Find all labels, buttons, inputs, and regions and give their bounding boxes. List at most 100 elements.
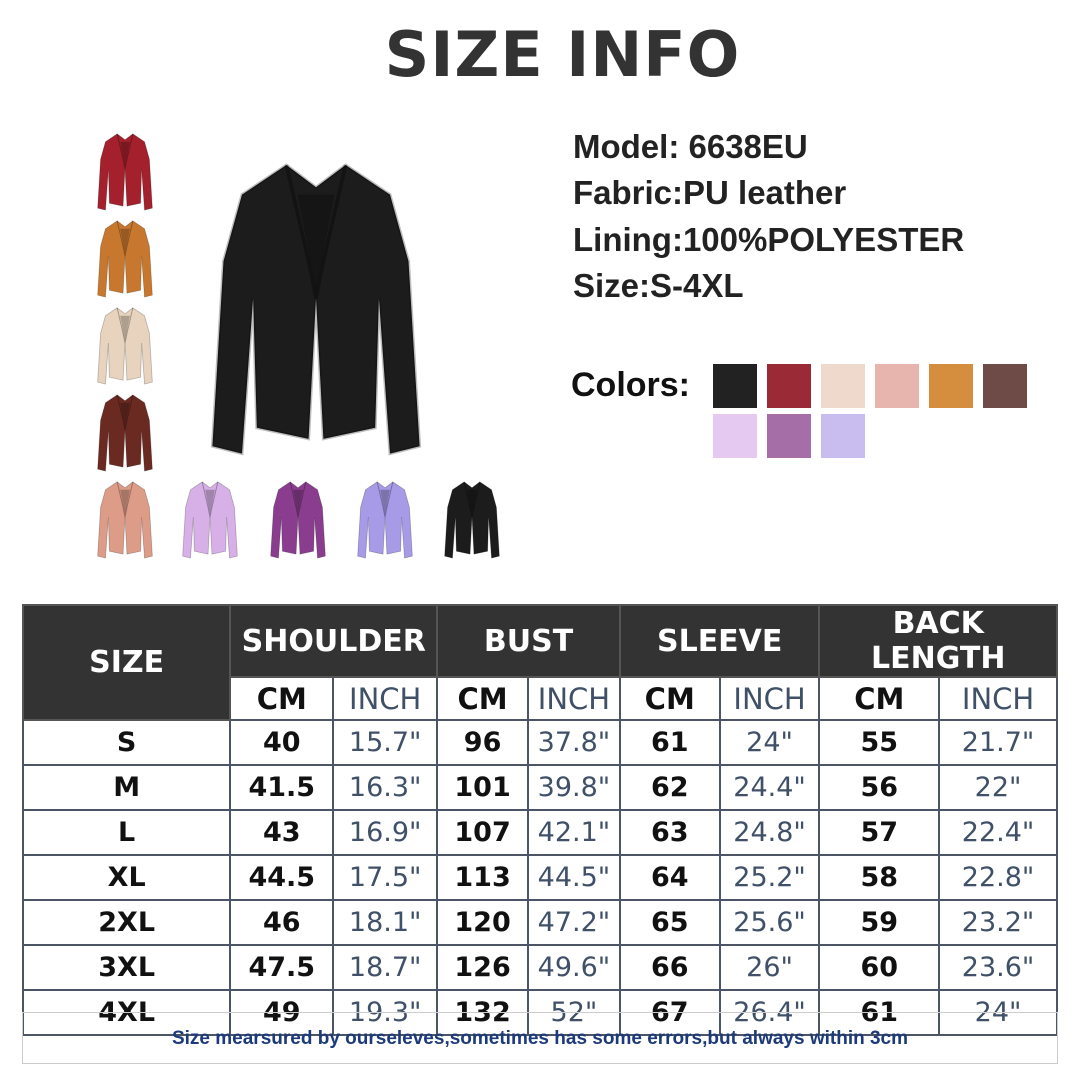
unit-inch: INCH bbox=[718, 676, 821, 721]
main-jacket-image bbox=[210, 163, 422, 456]
unit-cm: CM bbox=[818, 676, 941, 721]
value-cell: 16.9" bbox=[332, 809, 439, 856]
value-cell: 15.7" bbox=[332, 719, 439, 766]
color-swatch bbox=[983, 364, 1027, 408]
jacket-thumbnail bbox=[270, 481, 326, 559]
value-cell: 126 bbox=[436, 944, 529, 991]
value-cell: 65 bbox=[618, 899, 721, 946]
value-cell: 24.4" bbox=[718, 764, 821, 811]
size-cell: 2XL bbox=[21, 899, 232, 946]
value-cell: 25.6" bbox=[718, 899, 821, 946]
table-row: L 43 16.9" 107 42.1" 63 24.8" 57 22.4" bbox=[21, 809, 1058, 856]
color-swatch bbox=[767, 414, 811, 458]
jacket-thumbnail bbox=[97, 220, 153, 298]
value-cell: 59 bbox=[818, 899, 941, 946]
value-cell: 63 bbox=[618, 809, 721, 856]
value-cell: 66 bbox=[618, 944, 721, 991]
size-table: SIZE SHOULDER BUST SLEEVE BACK LENGTH CM INCH C… bbox=[21, 604, 1058, 1036]
size-cell: S bbox=[21, 719, 232, 766]
value-cell: 49.6" bbox=[526, 944, 621, 991]
value-cell: 46 bbox=[229, 899, 335, 946]
value-cell: 23.6" bbox=[938, 944, 1058, 991]
color-swatch bbox=[929, 364, 973, 408]
value-cell: 60 bbox=[818, 944, 941, 991]
value-cell: 25.2" bbox=[718, 854, 821, 901]
size-cell: XL bbox=[21, 854, 232, 901]
lining-text: Lining:100%POLYESTER bbox=[573, 221, 965, 258]
value-cell: 58 bbox=[818, 854, 941, 901]
value-cell: 47.2" bbox=[526, 899, 621, 946]
value-cell: 120 bbox=[436, 899, 529, 946]
unit-cm: CM bbox=[618, 676, 721, 721]
value-cell: 18.1" bbox=[332, 899, 439, 946]
table-row: 2XL 46 18.1" 120 47.2" 65 25.6" 59 23.2" bbox=[21, 899, 1058, 946]
size-range-text: Size:S-4XL bbox=[573, 267, 744, 304]
value-cell: 47.5 bbox=[229, 944, 335, 991]
value-cell: 39.8" bbox=[526, 764, 621, 811]
color-swatch bbox=[875, 364, 919, 408]
table-row: 3XL 47.5 18.7" 126 49.6" 66 26" 60 23.6" bbox=[21, 944, 1058, 991]
value-cell: 57 bbox=[818, 809, 941, 856]
value-cell: 24.8" bbox=[718, 809, 821, 856]
value-cell: 56 bbox=[818, 764, 941, 811]
unit-cm: CM bbox=[229, 676, 335, 721]
value-cell: 43 bbox=[229, 809, 335, 856]
value-cell: 23.2" bbox=[938, 899, 1058, 946]
table-row: M 41.5 16.3" 101 39.8" 62 24.4" 56 22" bbox=[21, 764, 1058, 811]
unit-inch: INCH bbox=[938, 676, 1058, 721]
fabric-text: Fabric:PU leather bbox=[573, 174, 847, 211]
size-cell: 3XL bbox=[21, 944, 232, 991]
jacket-thumbnail bbox=[97, 307, 153, 385]
value-cell: 22.4" bbox=[938, 809, 1058, 856]
jacket-thumbnail bbox=[97, 481, 153, 559]
value-cell: 113 bbox=[436, 854, 529, 901]
unit-inch: INCH bbox=[526, 676, 621, 721]
value-cell: 64 bbox=[618, 854, 721, 901]
group-header: SHOULDER bbox=[229, 604, 439, 678]
table-row: XL 44.5 17.5" 113 44.5" 64 25.2" 58 22.8" bbox=[21, 854, 1058, 901]
value-cell: 41.5 bbox=[229, 764, 335, 811]
page-title: SIZE INFO bbox=[384, 18, 741, 91]
model-text: Model: 6638EU bbox=[573, 128, 808, 165]
size-cell: M bbox=[21, 764, 232, 811]
value-cell: 22" bbox=[938, 764, 1058, 811]
value-cell: 62 bbox=[618, 764, 721, 811]
value-cell: 96 bbox=[436, 719, 529, 766]
value-cell: 40 bbox=[229, 719, 335, 766]
value-cell: 61 bbox=[618, 719, 721, 766]
table-row: S 40 15.7" 96 37.8" 61 24" 55 21.7" bbox=[21, 719, 1058, 766]
group-header: BACK LENGTH bbox=[818, 604, 1058, 678]
size-header: SIZE bbox=[21, 604, 232, 721]
group-header: SLEEVE bbox=[618, 604, 821, 678]
jacket-thumbnail bbox=[97, 133, 153, 211]
size-cell: L bbox=[21, 809, 232, 856]
value-cell: 16.3" bbox=[332, 764, 439, 811]
value-cell: 21.7" bbox=[938, 719, 1058, 766]
jacket-thumbnail bbox=[444, 481, 500, 559]
unit-cm: CM bbox=[436, 676, 529, 721]
value-cell: 42.1" bbox=[526, 809, 621, 856]
value-cell: 107 bbox=[436, 809, 529, 856]
value-cell: 18.7" bbox=[332, 944, 439, 991]
value-cell: 37.8" bbox=[526, 719, 621, 766]
value-cell: 26" bbox=[718, 944, 821, 991]
value-cell: 24" bbox=[718, 719, 821, 766]
value-cell: 55 bbox=[818, 719, 941, 766]
color-swatch bbox=[821, 414, 865, 458]
value-cell: 44.5 bbox=[229, 854, 335, 901]
color-swatch bbox=[821, 364, 865, 408]
size-disclaimer: Size mearsured by ourseleves,sometimes h… bbox=[22, 1012, 1058, 1064]
color-swatch bbox=[767, 364, 811, 408]
group-header: BUST bbox=[436, 604, 621, 678]
color-swatch bbox=[713, 414, 757, 458]
value-cell: 17.5" bbox=[332, 854, 439, 901]
value-cell: 44.5" bbox=[526, 854, 621, 901]
jacket-thumbnail bbox=[97, 394, 153, 472]
value-cell: 101 bbox=[436, 764, 529, 811]
jacket-thumbnail bbox=[357, 481, 413, 559]
jacket-thumbnail bbox=[182, 481, 238, 559]
unit-inch: INCH bbox=[332, 676, 439, 721]
color-swatch bbox=[713, 364, 757, 408]
value-cell: 22.8" bbox=[938, 854, 1058, 901]
colors-label: Colors: bbox=[571, 366, 690, 404]
